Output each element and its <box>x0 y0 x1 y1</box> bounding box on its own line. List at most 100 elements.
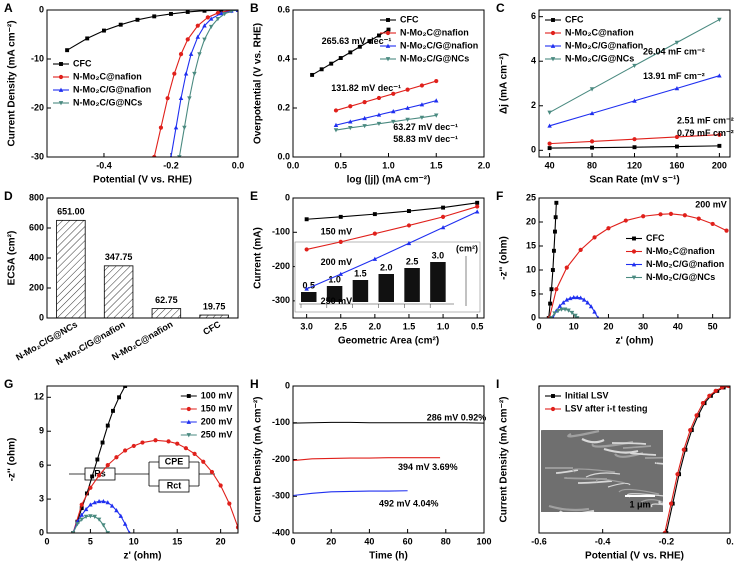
x-tick-label: 20 <box>216 536 226 546</box>
annotation: 2.51 mF cm⁻² <box>677 116 734 126</box>
x-tick-label: 40 <box>673 321 683 331</box>
y-tick-label: 0 <box>39 312 44 322</box>
legend-label: 200 mV <box>201 416 233 426</box>
fiber <box>555 469 579 474</box>
electrode <box>378 274 394 302</box>
x-tick-label: -0.4 <box>96 160 112 170</box>
x-tick-label: 0.5 <box>471 321 484 331</box>
annotation: 0.79 mF cm⁻² <box>677 128 734 138</box>
fiber <box>644 456 663 459</box>
x-tick-label: 2.5 <box>334 321 347 331</box>
fiber <box>559 509 595 512</box>
panel-letter: I <box>496 377 499 391</box>
x-axis-label: Potential (V vs. RHE) <box>585 551 684 562</box>
panel-letter: C <box>496 1 505 15</box>
series-line <box>177 10 238 157</box>
x-tick-label: 0 <box>290 536 295 546</box>
y-axis-label: Current (mA) <box>253 227 264 289</box>
panel: B 0.0 0.2 0.4 0.6 Overpotential (V vs. RHE) 0.… <box>250 1 490 185</box>
legend-label: N-Mo₂C@nafion <box>400 27 469 37</box>
panel: H -400 -300 -200 -100 0 Current Density (mA cm… <box>250 377 492 561</box>
annotation: 492 mV 4.04% <box>379 499 439 509</box>
value-label: 19.75 <box>203 301 226 311</box>
fiber <box>658 500 663 505</box>
x-tick-label: 160 <box>669 160 684 170</box>
x-axis-label: z' (ohm) <box>124 551 162 562</box>
y-axis-label: ECSA (cm²) <box>7 231 18 286</box>
series-label: 150 mV <box>321 227 353 237</box>
panel-letter: H <box>250 377 259 391</box>
x-tick-label: -0.6 <box>531 536 547 546</box>
legend-label: N-Mo₂C@nafion <box>646 246 715 256</box>
x-tick-label: 120 <box>627 160 642 170</box>
x-axis-label: Scan Rate (mV s⁻¹) <box>589 175 679 186</box>
x-axis-label: Time (h) <box>369 551 408 562</box>
fiber <box>595 478 626 484</box>
x-tick-label: 0.0 <box>287 160 300 170</box>
fiber <box>611 442 647 445</box>
x-tick-label: 0 <box>44 536 49 546</box>
series-line <box>310 27 391 77</box>
panel-letter: D <box>4 189 13 203</box>
electrode <box>352 280 369 302</box>
legend-label: N-Mo₂C/G@nafion <box>73 84 151 94</box>
series-line <box>65 10 238 53</box>
x-tick-label: 3.0 <box>300 321 313 331</box>
legend-label: CFC <box>646 233 665 243</box>
y-axis-label: Δj (mA cm⁻²) <box>499 53 510 114</box>
x-tick-label: 1.0 <box>382 160 395 170</box>
plot-frame <box>538 9 731 158</box>
inset-label: 0.5 <box>302 280 315 290</box>
y-axis-label: -z'' (ohm) <box>7 438 18 482</box>
y-tick-label: 400 <box>29 252 44 262</box>
annotation: 394 mV 3.69% <box>398 462 458 472</box>
x-tick-label: 100 <box>476 536 491 546</box>
panel-letter: G <box>4 377 13 391</box>
inset-label: 2.5 <box>406 256 419 266</box>
y-tick-label: 0.4 <box>277 53 290 63</box>
x-tick-label: 1.5 <box>430 160 443 170</box>
plot-frame <box>46 385 239 534</box>
series-line <box>662 386 730 533</box>
x-tick-label: 40 <box>545 160 555 170</box>
y-tick-label: 25 <box>526 192 536 202</box>
y-tick-label: 0.0 <box>277 151 290 161</box>
legend-label: Initial LSV <box>565 390 609 400</box>
series-line <box>293 490 408 497</box>
fiber <box>541 430 544 431</box>
legend-label: N-Mo₂C/G@NCs <box>646 272 715 282</box>
annotation: 200 mV <box>695 200 727 210</box>
annotation: 58.83 mV dec⁻¹ <box>393 134 458 144</box>
x-tick-label: 0. <box>726 536 734 546</box>
x-tick-label: 0 <box>536 321 541 331</box>
series-line <box>293 457 441 462</box>
fiber <box>607 482 631 488</box>
annotation: 265.63 mV dec⁻¹ <box>322 36 392 46</box>
y-tick-label: 4 <box>531 56 536 66</box>
electrode <box>301 292 317 302</box>
legend-label: N-Mo₂C/G@NCs <box>565 53 634 63</box>
x-tick-label: 80 <box>441 536 451 546</box>
y-axis-label: Overpotential (V vs. RHE) <box>253 23 264 144</box>
series-line <box>304 200 480 222</box>
plot-frame <box>538 197 731 319</box>
plot-frame <box>46 197 239 319</box>
panel-letter: F <box>496 189 503 203</box>
scale-label: 1 μm <box>629 499 650 509</box>
fiber <box>567 430 600 438</box>
y-tick-label: 3 <box>39 493 44 503</box>
plot-frame <box>292 197 485 319</box>
x-tick-label: 0.5 <box>334 160 347 170</box>
y-tick-label: 2 <box>531 100 536 110</box>
y-tick-label: 10 <box>526 264 536 274</box>
y-tick-label: 20 <box>526 216 536 226</box>
legend-label: N-Mo₂C@nafion <box>73 71 142 81</box>
x-tick-label: 40 <box>364 536 374 546</box>
fiber <box>622 445 652 449</box>
x-axis-label: log (|j|) (mA cm⁻²) <box>347 175 431 186</box>
fiber <box>581 438 605 444</box>
legend-label: CFC <box>400 14 419 24</box>
x-tick-label: 5 <box>88 536 93 546</box>
